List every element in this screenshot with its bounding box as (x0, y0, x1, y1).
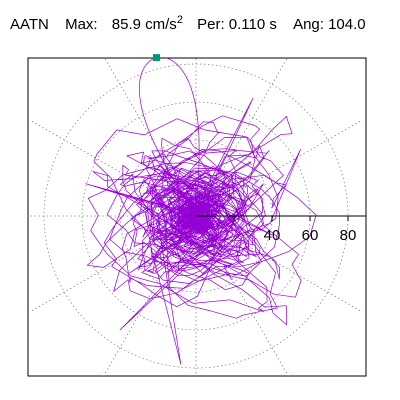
max-point-marker (153, 54, 160, 62)
max-label: Max: (65, 16, 98, 33)
station-code: AATN (10, 16, 49, 33)
particle-motion-trace (85, 58, 317, 365)
max-value: 85.9 (111, 16, 141, 33)
radial-tick-label-60: 60 (302, 227, 319, 244)
angle-label: Ang: (293, 16, 324, 33)
radial-axis: 40 60 80 (196, 215, 366, 244)
radial-tick-label-80: 80 (340, 227, 357, 244)
period-value: 0.110 s (228, 16, 277, 33)
period-label: Per: (197, 16, 225, 33)
header: AATN Max: 85.9 cm/s2 Per: 0.110 s Ang: 1… (10, 14, 366, 33)
angle-value: 104.0 (328, 16, 366, 33)
trace-path (85, 58, 317, 365)
radial-tick-label-40: 40 (264, 227, 281, 244)
max-marker (153, 54, 160, 62)
max-unit-exponent: 2 (176, 14, 183, 26)
max-unit: cm/s (145, 16, 177, 33)
